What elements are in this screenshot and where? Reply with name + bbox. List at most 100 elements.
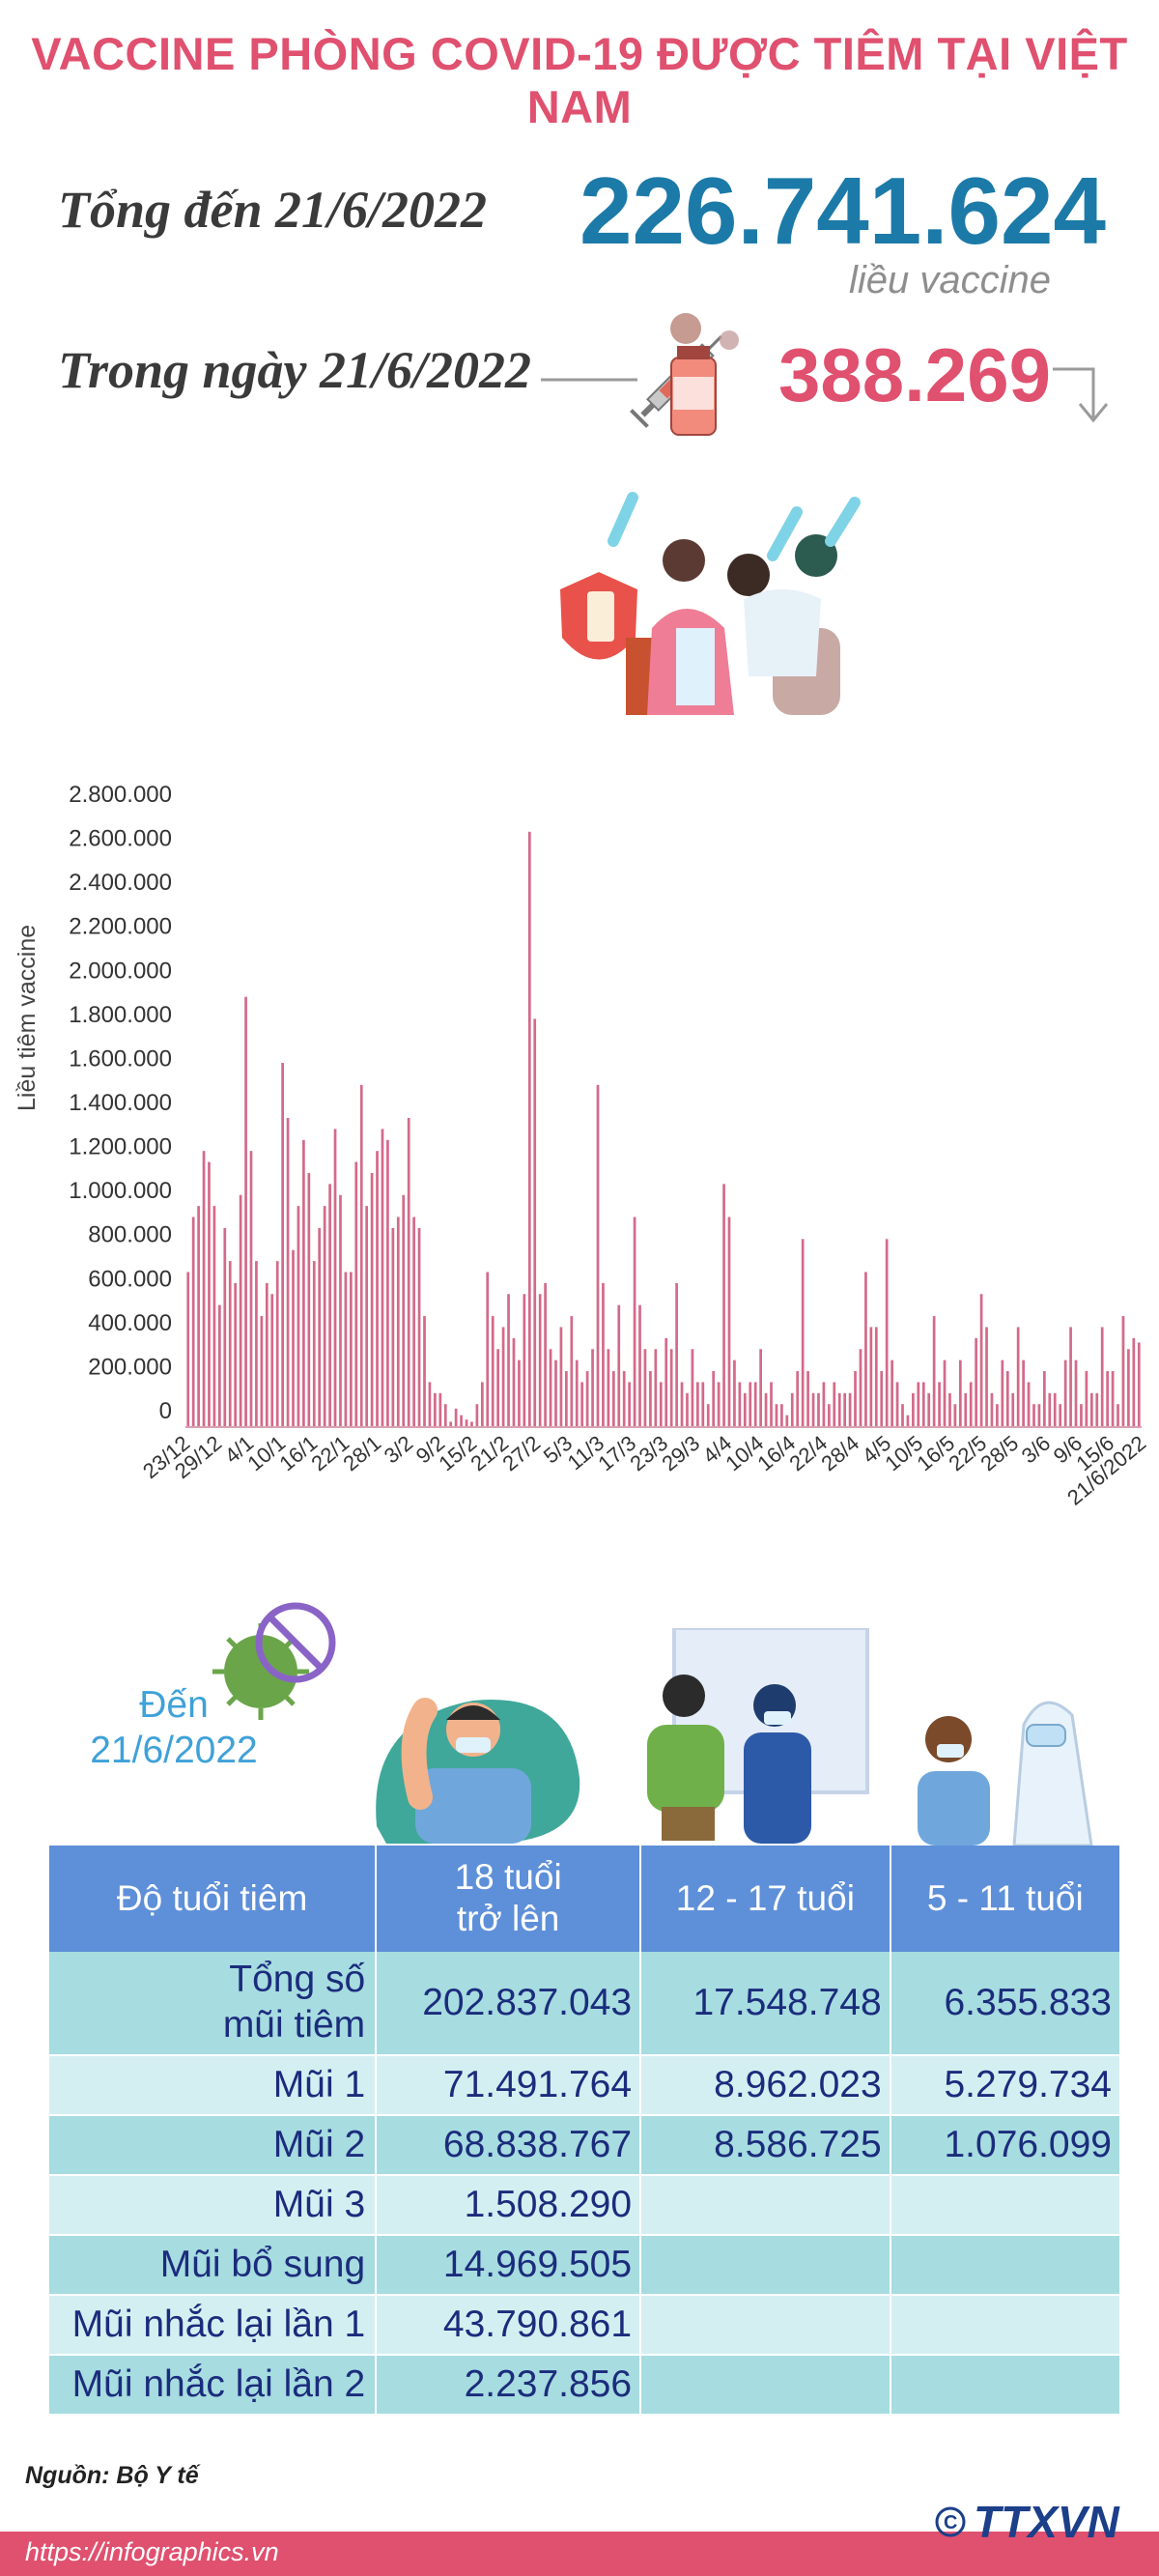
total-unit: liều vaccine	[848, 259, 1051, 301]
total-label: Tổng đến 21/6/2022	[58, 181, 488, 239]
header-5-11: 5 - 11 tuổi	[890, 1846, 1121, 1952]
chart-bar	[344, 1272, 348, 1426]
cell-12-17: 8.586.725	[641, 2116, 891, 2176]
cell-5-11: 6.355.833	[890, 1952, 1121, 2056]
y-tick-label: 400.000	[88, 1310, 172, 1336]
chart-bar	[958, 1360, 962, 1426]
chart-bar	[927, 1392, 931, 1426]
chart-bar	[975, 1337, 978, 1426]
chart-bar	[869, 1327, 873, 1426]
chart-bar	[1121, 1316, 1125, 1426]
chart-bar	[669, 1349, 673, 1426]
x-tick-label: 28/4	[816, 1431, 863, 1476]
chart-bar	[591, 1349, 594, 1426]
chart-bar	[1043, 1371, 1046, 1426]
cell-18-plus: 68.838.767	[377, 2116, 642, 2176]
chart-bar	[527, 831, 531, 1426]
table-row: Mũi 3 1.508.290	[49, 2176, 1121, 2236]
chart-bar	[864, 1272, 867, 1426]
chart-bar	[554, 1360, 557, 1426]
chart-bar	[722, 1184, 725, 1426]
chart-bar	[1100, 1327, 1104, 1426]
y-tick-label: 2.600.000	[69, 826, 172, 852]
ttxvn-logo: C TTXVN	[935, 2497, 1120, 2547]
chart-bar	[659, 1382, 663, 1426]
chart-bar	[186, 1272, 190, 1426]
chart-bar	[402, 1194, 406, 1426]
table-header-row: Độ tuổi tiêm 18 tuổi trở lên 12 - 17 tuổ…	[49, 1846, 1121, 1952]
chart-bar	[523, 1294, 526, 1426]
chart-bar	[491, 1316, 495, 1426]
chart-bar	[654, 1349, 658, 1426]
chart-bar	[575, 1360, 579, 1426]
chart-bar	[633, 1216, 636, 1426]
chart-bar	[518, 1360, 521, 1426]
chart-bar	[932, 1316, 936, 1426]
chart-bar	[1048, 1392, 1052, 1426]
down-arrow-icon	[1078, 403, 1109, 423]
chart-bar	[549, 1349, 552, 1426]
chart-bar	[538, 1294, 542, 1426]
chart-bar	[1085, 1371, 1088, 1426]
cell-5-11	[890, 2296, 1121, 2356]
chart-bar	[785, 1415, 789, 1426]
chart-bar	[396, 1216, 400, 1426]
chart-bar	[1117, 1404, 1119, 1426]
chart-bar	[365, 1206, 369, 1426]
total-value: 226.741.624	[580, 157, 1106, 264]
cell-5-11: 1.076.099	[890, 2116, 1121, 2176]
chart-bar	[443, 1404, 447, 1426]
chart-bar	[1111, 1371, 1115, 1426]
chart-bar	[249, 1151, 253, 1426]
chart-bar	[801, 1239, 805, 1426]
child-vaccination-illustration	[918, 1701, 1093, 1846]
chart-bar	[255, 1261, 258, 1426]
chart-bar	[1016, 1327, 1020, 1426]
chart-bar	[1027, 1382, 1031, 1426]
chart-bar	[212, 1206, 216, 1426]
chart-bar	[275, 1261, 279, 1426]
cell-18-plus: 43.790.861	[377, 2296, 642, 2356]
as-of-date: Đến 21/6/2022	[58, 1683, 290, 1774]
chart-bar	[848, 1392, 852, 1426]
table-row: Mũi bổ sung 14.969.505	[49, 2236, 1121, 2296]
chart-bar	[622, 1371, 626, 1426]
chart-bar	[501, 1327, 505, 1426]
chart-bar	[1095, 1392, 1099, 1426]
chart-bar	[1059, 1404, 1062, 1426]
header-18-plus-line1: 18 tuổi trở lên	[454, 1857, 562, 1938]
chart-bar	[979, 1294, 983, 1426]
chart-bar	[969, 1382, 973, 1426]
chart-bar	[643, 1349, 647, 1426]
chart-bar	[964, 1392, 968, 1426]
chart-bar	[827, 1404, 831, 1426]
chart-bar	[996, 1404, 999, 1426]
chart-bar	[1106, 1371, 1109, 1426]
chart-bar	[985, 1327, 988, 1426]
table-row: Tổng số mũi tiêm 202.837.043 17.548.748 6.3…	[49, 1952, 1121, 2056]
cell-12-17: 17.548.748	[641, 1952, 891, 2056]
footer-bar	[0, 2532, 1159, 2576]
cell-12-17	[641, 2296, 891, 2356]
chart-bar	[339, 1194, 342, 1426]
cell-12-17	[641, 2236, 891, 2296]
y-tick-label: 600.000	[88, 1266, 172, 1292]
chart-bar	[323, 1206, 326, 1426]
x-tick-label: 29/3	[657, 1431, 704, 1476]
footer-url[interactable]: https://infographics.vn	[25, 2537, 279, 2566]
chart-bar	[333, 1129, 337, 1426]
chart-bar	[696, 1382, 699, 1426]
chart-bar	[906, 1415, 910, 1426]
chart-bar	[817, 1392, 820, 1426]
chart-bar	[822, 1382, 826, 1426]
chart-bar	[454, 1408, 458, 1426]
page-title: VACCINE PHÒNG COVID-19 ĐƯỢC TIÊM TẠI VIỆ…	[31, 28, 1128, 132]
chart-bar	[359, 1084, 363, 1426]
chart-bar	[649, 1371, 652, 1426]
chart-bar	[428, 1382, 432, 1426]
chart-bar	[381, 1129, 384, 1426]
chart-bar	[727, 1216, 731, 1426]
row-label: Mũi nhắc lại lần 2	[49, 2356, 378, 2416]
chart-bar	[712, 1371, 716, 1426]
chart-bar	[328, 1184, 331, 1426]
